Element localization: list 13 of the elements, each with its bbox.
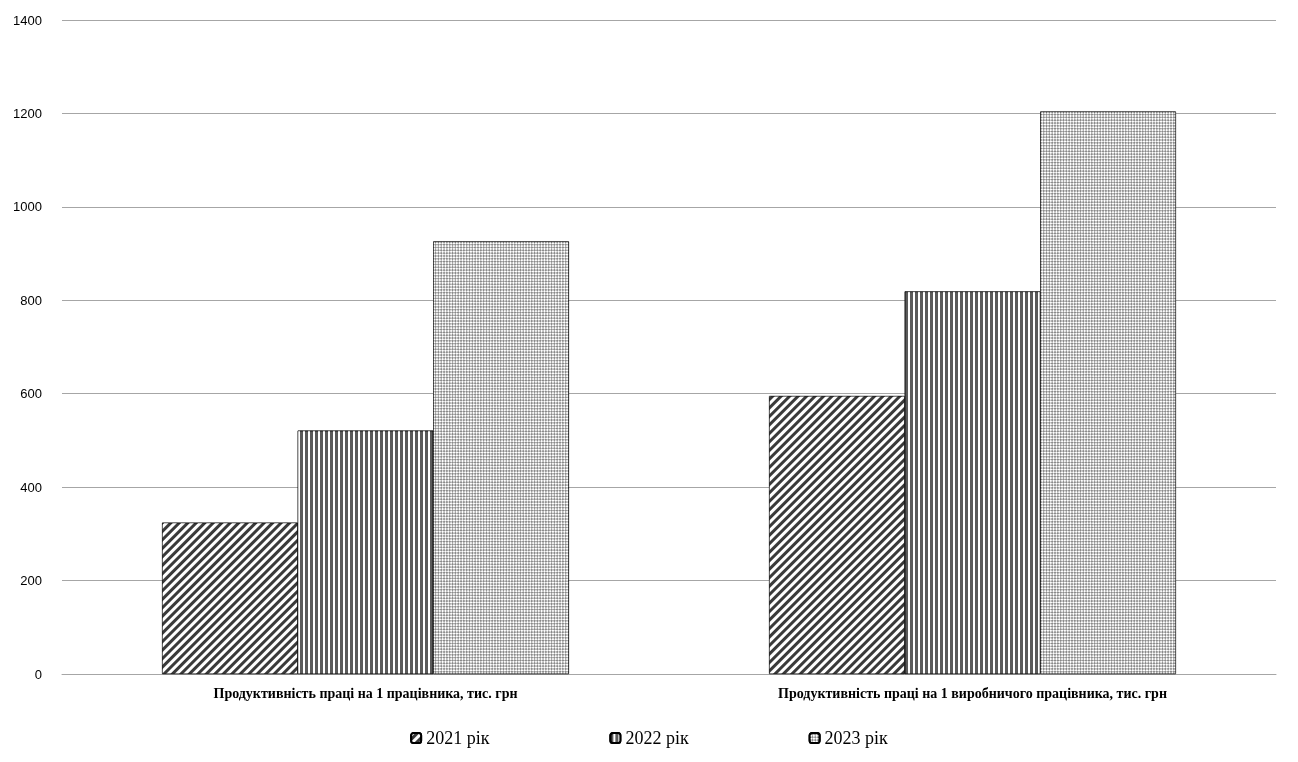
y-tick-label: 200 bbox=[20, 573, 42, 589]
y-tick-label: 1200 bbox=[13, 105, 42, 121]
legend-label: 2023 рік bbox=[824, 728, 889, 748]
y-tick-label: 1000 bbox=[13, 199, 42, 215]
y-tick-label: 800 bbox=[20, 292, 42, 308]
legend-label: 2021 рік bbox=[426, 728, 490, 748]
y-tick-label: 600 bbox=[20, 386, 42, 402]
x-tick-label: Продуктивність праці на 1 працівника, тис. грн bbox=[213, 685, 518, 701]
y-tick-label: 0 bbox=[34, 666, 42, 682]
x-tick-label: Продуктивність праці на 1 виробничого працівника, тис. грн bbox=[778, 685, 1167, 701]
y-tick-label: 400 bbox=[20, 479, 42, 495]
y-tick-label: 1400 bbox=[13, 12, 42, 28]
legend-label: 2022 рік bbox=[625, 728, 689, 748]
